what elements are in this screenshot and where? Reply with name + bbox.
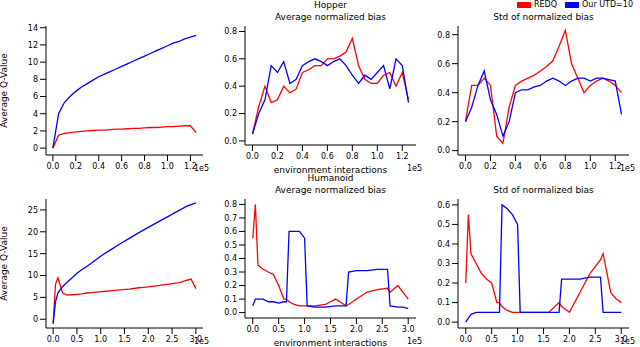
svg-text:1.5: 1.5 [118, 335, 131, 344]
svg-text:4: 4 [33, 110, 38, 119]
svg-text:1.5: 1.5 [324, 325, 337, 334]
svg-text:0.8: 0.8 [346, 152, 359, 161]
svg-text:0.5: 0.5 [71, 335, 84, 344]
svg-text:0.4: 0.4 [437, 240, 450, 249]
svg-text:10: 10 [28, 271, 38, 280]
svg-text:0.6: 0.6 [321, 152, 334, 161]
svg-text:10: 10 [28, 58, 38, 67]
svg-text:20: 20 [28, 228, 38, 237]
svg-text:0.5: 0.5 [437, 220, 450, 229]
svg-text:0.8: 0.8 [559, 162, 572, 171]
svg-text:0.2: 0.2 [437, 118, 450, 127]
svg-text:Average Q-Value: Average Q-Value [8, 53, 9, 128]
svg-text:0.6: 0.6 [115, 162, 128, 171]
svg-text:1.0: 1.0 [94, 335, 107, 344]
svg-text:15: 15 [28, 250, 38, 259]
html-text:Average normalized bias: Average normalized bias [274, 185, 386, 195]
svg-text:5: 5 [33, 293, 38, 302]
svg-text:0.8: 0.8 [224, 27, 237, 36]
svg-text:0.6: 0.6 [224, 55, 237, 64]
svg-text:1.2: 1.2 [609, 162, 622, 171]
svg-text:0.1: 0.1 [224, 295, 237, 304]
svg-text:2.5: 2.5 [166, 335, 179, 344]
html-text:Std of normalized bias: Std of normalized bias [493, 185, 594, 195]
html-text:1e5: 1e5 [193, 337, 209, 346]
svg-text:1.5: 1.5 [537, 335, 550, 344]
svg-text:0.6: 0.6 [437, 60, 450, 69]
svg-text:0.1: 0.1 [437, 298, 450, 307]
svg-text:25: 25 [28, 206, 38, 215]
svg-text:0.4: 0.4 [224, 254, 237, 263]
html-text:1e5: 1e5 [406, 164, 422, 173]
svg-text:0.4: 0.4 [296, 152, 309, 161]
svg-text:0.0: 0.0 [246, 152, 259, 161]
html-text:Humanoid: Humanoid [307, 173, 354, 183]
svg-text:3.0: 3.0 [402, 325, 415, 334]
svg-text:environment interactions: environment interactions [274, 165, 388, 173]
svg-text:0.0: 0.0 [224, 308, 237, 317]
svg-text:0.0: 0.0 [437, 318, 450, 327]
svg-text:0.2: 0.2 [437, 279, 450, 288]
svg-text:1.2: 1.2 [396, 152, 409, 161]
svg-text:2.0: 2.0 [563, 335, 576, 344]
svg-text:0.3: 0.3 [224, 268, 237, 277]
svg-text:0.0: 0.0 [47, 162, 60, 171]
svg-text:2.0: 2.0 [350, 325, 363, 334]
svg-text:0.2: 0.2 [484, 162, 497, 171]
svg-text:Average Q-Value: Average Q-Value [8, 226, 9, 301]
svg-text:0.0: 0.0 [459, 162, 472, 171]
html-text:REDQ: REDQ [533, 0, 557, 9]
html-text:Average normalized bias: Average normalized bias [274, 12, 386, 22]
html-text:1e5: 1e5 [193, 164, 209, 173]
svg-text:0.0: 0.0 [224, 137, 237, 146]
html-text:Hopper: Hopper [314, 0, 347, 10]
svg-text:1.0: 1.0 [511, 335, 524, 344]
svg-text:0.6: 0.6 [437, 201, 450, 210]
svg-text:1.0: 1.0 [161, 162, 174, 171]
svg-text:0.5: 0.5 [272, 325, 285, 334]
svg-text:0.8: 0.8 [138, 162, 151, 171]
svg-text:0: 0 [33, 315, 38, 324]
svg-text:0.8: 0.8 [224, 200, 237, 209]
svg-text:0.4: 0.4 [509, 162, 522, 171]
svg-text:8: 8 [33, 75, 38, 84]
svg-text:0.0: 0.0 [437, 146, 450, 155]
svg-text:0.0: 0.0 [246, 325, 259, 334]
svg-text:0.0: 0.0 [47, 335, 60, 344]
svg-text:0: 0 [33, 144, 38, 153]
svg-text:0.3: 0.3 [437, 259, 450, 268]
svg-text:1.0: 1.0 [371, 152, 384, 161]
svg-text:environment interactions: environment interactions [274, 338, 388, 346]
html-text:Our UTD=10: Our UTD=10 [582, 0, 633, 9]
svg-text:2: 2 [33, 127, 38, 136]
svg-text:0.2: 0.2 [69, 162, 82, 171]
svg-text:0.4: 0.4 [92, 162, 105, 171]
svg-text:2.5: 2.5 [376, 325, 389, 334]
svg-text:6: 6 [33, 92, 38, 101]
svg-text:0.5: 0.5 [485, 335, 498, 344]
html-text:1e5: 1e5 [406, 337, 422, 346]
svg-text:0.6: 0.6 [534, 162, 547, 171]
html-text:1e5: 1e5 [619, 164, 635, 173]
svg-text:1.2: 1.2 [184, 161, 197, 171]
svg-text:0.2: 0.2 [271, 152, 284, 161]
html-text:Std of normalized bias: Std of normalized bias [493, 12, 594, 22]
svg-text:0.2: 0.2 [224, 281, 237, 290]
svg-text:14: 14 [28, 24, 38, 33]
svg-text:0.0: 0.0 [459, 335, 472, 344]
svg-text:0.4: 0.4 [224, 82, 237, 91]
svg-text:12: 12 [28, 41, 38, 50]
svg-text:0.2: 0.2 [224, 109, 237, 118]
svg-text:0.7: 0.7 [224, 214, 237, 223]
svg-text:2.5: 2.5 [589, 335, 602, 344]
svg-text:1.0: 1.0 [584, 162, 597, 171]
svg-text:0.8: 0.8 [437, 31, 450, 40]
svg-text:2.0: 2.0 [142, 335, 155, 344]
html-text:1e5: 1e5 [619, 337, 635, 346]
svg-text:1.0: 1.0 [298, 325, 311, 334]
svg-text:0.4: 0.4 [437, 89, 450, 98]
svg-text:0.6: 0.6 [224, 227, 237, 236]
svg-text:0.5: 0.5 [224, 241, 237, 250]
